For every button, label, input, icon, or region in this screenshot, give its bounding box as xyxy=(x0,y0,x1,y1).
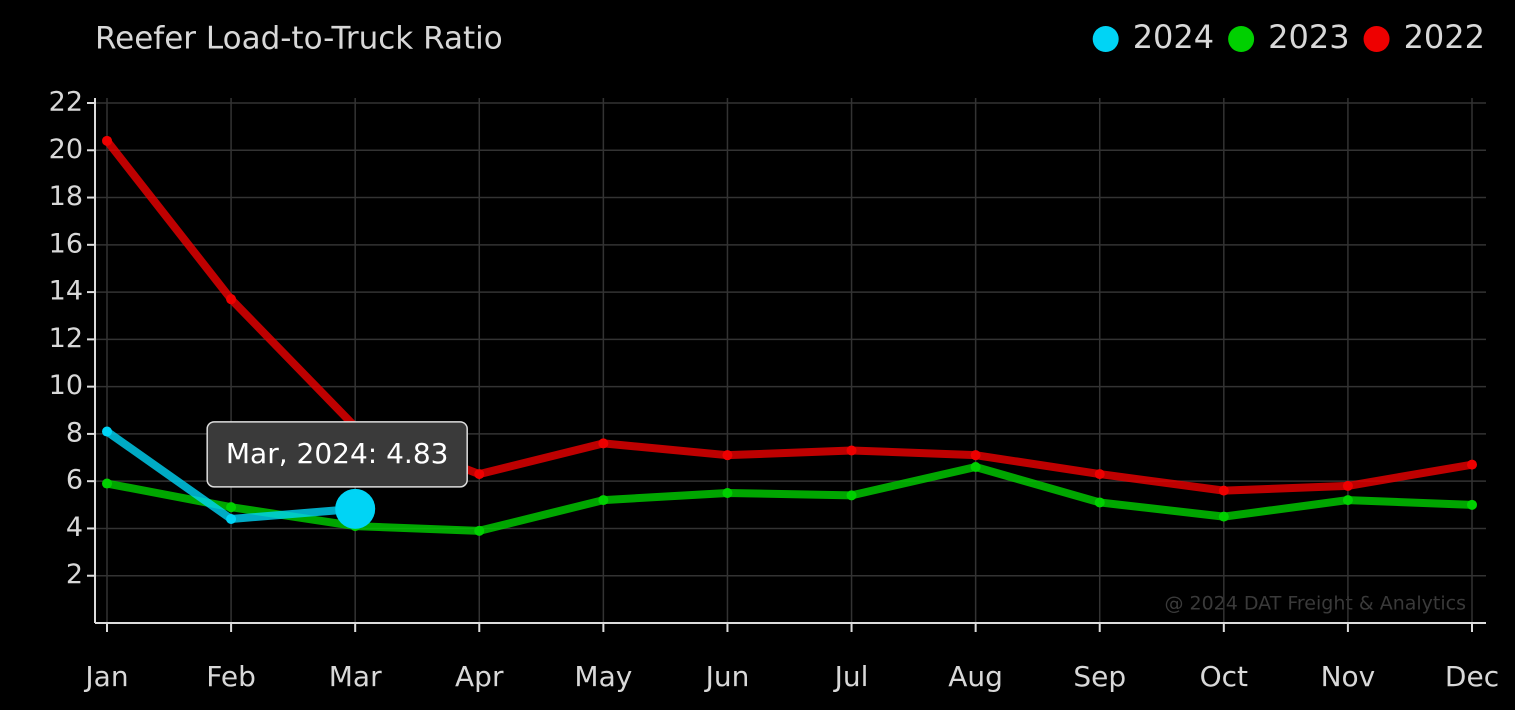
point xyxy=(102,426,112,437)
point xyxy=(1218,511,1229,522)
y-tick-label: 6 xyxy=(66,465,83,496)
point xyxy=(102,478,112,489)
x-tick-label: Feb xyxy=(206,660,256,693)
y-tick-label: 18 xyxy=(49,181,83,212)
legend-swatch xyxy=(1363,26,1390,52)
legend-label: 2024 xyxy=(1133,18,1214,56)
point xyxy=(970,450,981,461)
point xyxy=(1467,499,1477,510)
point xyxy=(598,495,609,506)
legend: 2022 2023 2024 xyxy=(1092,18,1485,56)
x-tick-label: Mar xyxy=(329,660,382,693)
y-tick-label: 22 xyxy=(49,87,83,118)
point xyxy=(1218,485,1229,496)
point xyxy=(1342,480,1353,491)
tooltip-box xyxy=(206,421,468,488)
series-line xyxy=(103,463,1476,535)
x-tick-label: Jan xyxy=(83,660,128,693)
y-tick-label: 14 xyxy=(49,276,83,307)
point xyxy=(474,469,485,480)
point xyxy=(1094,497,1105,508)
point xyxy=(598,438,609,449)
x-tick-label: Apr xyxy=(455,660,504,693)
x-tick-label: Aug xyxy=(948,660,1003,693)
y-tick-label: 8 xyxy=(66,417,83,448)
point xyxy=(102,135,112,146)
x-tick-label: Nov xyxy=(1321,660,1376,693)
series-line xyxy=(103,136,1476,495)
chart-title: Reefer Load-to-Truck Ratio xyxy=(95,21,503,57)
tooltip: Mar, 2024: 4.83 xyxy=(206,421,468,488)
x-tick-label: Oct xyxy=(1200,660,1248,693)
y-tick-label: 20 xyxy=(49,134,83,165)
y-tick-label: 4 xyxy=(66,512,83,543)
point xyxy=(226,502,237,513)
point xyxy=(722,488,733,498)
legend-label: 2023 xyxy=(1268,18,1349,56)
point xyxy=(1094,469,1105,480)
point xyxy=(722,450,733,461)
point xyxy=(846,490,857,501)
x-tick-label: Jun xyxy=(704,660,750,693)
legend-swatch xyxy=(1092,26,1119,52)
point xyxy=(1467,459,1477,470)
x-tick-label: Dec xyxy=(1445,660,1499,693)
point xyxy=(474,525,485,536)
y-tick-label: 2 xyxy=(66,559,83,590)
x-tick-label: Jul xyxy=(833,660,869,693)
hover-point xyxy=(335,488,376,529)
legend-label: 2022 xyxy=(1404,18,1485,56)
x-tick-label: May xyxy=(574,660,632,693)
watermark: @ 2024 DAT Freight & Analytics xyxy=(1164,593,1466,615)
x-tick-label: Sep xyxy=(1073,660,1126,693)
point xyxy=(226,294,237,305)
legend-swatch xyxy=(1228,26,1255,52)
point xyxy=(226,514,237,524)
point xyxy=(970,462,981,472)
tooltip-text: Mar, 2024: 4.83 xyxy=(226,437,449,470)
y-tick-label: 10 xyxy=(49,370,83,401)
point xyxy=(1342,495,1353,506)
y-tick-label: 16 xyxy=(49,228,83,259)
y-tick-label: 12 xyxy=(49,323,83,354)
point xyxy=(846,445,857,456)
